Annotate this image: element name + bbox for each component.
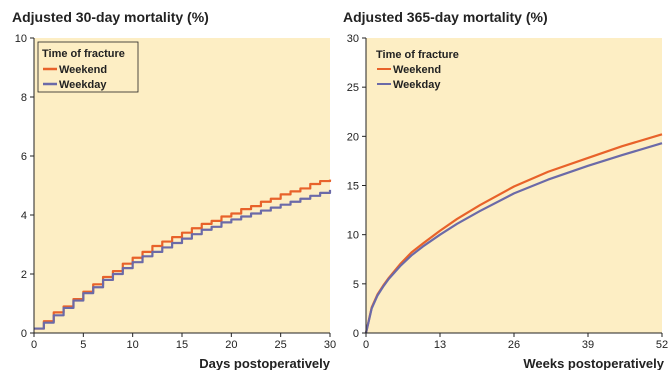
y-tick-label: 20 (347, 131, 359, 143)
y-tick-label: 0 (21, 328, 27, 340)
legend-label-weekend: Weekend (59, 64, 107, 76)
y-tick-label: 8 (21, 92, 27, 104)
x-tick-label: 39 (582, 339, 594, 351)
legend-label-weekend: Weekend (393, 64, 441, 76)
chart-panel-30-day: Adjusted 30-day mortality (%) 0 5 10 15 20 25… (12, 9, 336, 370)
x-tick-label: 0 (31, 339, 37, 351)
y-tick-label: 5 (353, 279, 359, 291)
x-tick-label: 10 (127, 339, 139, 351)
chart-title: Adjusted 365-day mortality (%) (343, 9, 548, 25)
x-axis-label: Weeks postoperatively (523, 356, 664, 370)
x-tick-label: 0 (363, 339, 369, 351)
legend: Time of fracture Weekend Weekday (37, 41, 139, 93)
x-axis-label: Days postoperatively (199, 356, 331, 370)
y-tick-label: 4 (21, 210, 27, 222)
x-tick-label: 5 (80, 339, 86, 351)
x-tick-label: 15 (176, 339, 188, 351)
y-tick-label: 30 (347, 33, 359, 45)
series-line-weekend (34, 179, 332, 330)
series-line-weekday (34, 189, 332, 330)
chart-panel-365-day: Adjusted 365-day mortality (%) 0 13 26 39 52… (343, 9, 668, 370)
y-tick-label: 6 (21, 151, 27, 163)
x-tick-label: 52 (656, 339, 668, 351)
y-tick-label: 10 (347, 230, 359, 242)
y-tick-label: 2 (21, 269, 27, 281)
y-tick-label: 25 (347, 82, 359, 94)
legend-title: Time of fracture (376, 49, 459, 61)
series-line-weekday (364, 142, 663, 334)
x-tick-label: 26 (508, 339, 520, 351)
legend-label-weekday: Weekday (59, 79, 107, 91)
x-tick-label: 20 (225, 339, 237, 351)
legend: Time of fracture Weekend Weekday (372, 44, 472, 92)
legend-title: Time of fracture (42, 48, 125, 60)
x-tick-label: 13 (434, 339, 446, 351)
chart-title: Adjusted 30-day mortality (%) (12, 9, 209, 25)
legend-label-weekday: Weekday (393, 79, 441, 91)
x-tick-label: 30 (324, 339, 336, 351)
y-tick-label: 10 (15, 33, 27, 45)
y-tick-label: 15 (347, 181, 359, 193)
y-tick-label: 0 (353, 328, 359, 340)
x-tick-label: 25 (275, 339, 287, 351)
